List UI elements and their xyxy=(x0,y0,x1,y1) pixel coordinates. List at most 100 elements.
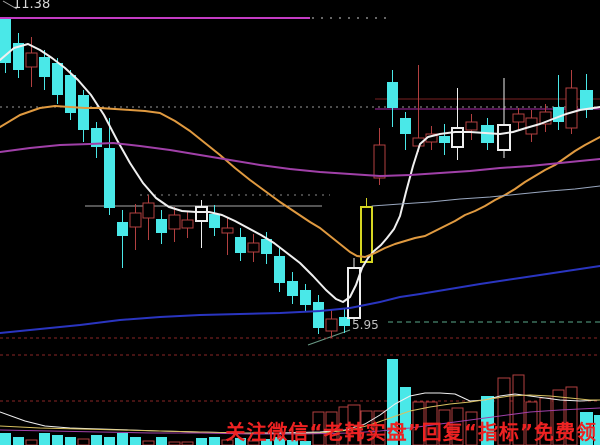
low-marker-pointer xyxy=(307,329,351,346)
candle-cyan[interactable] xyxy=(117,210,128,268)
candle-red[interactable] xyxy=(539,104,552,132)
candle-cyan[interactable] xyxy=(13,33,24,78)
volume-bar[interactable] xyxy=(77,438,90,445)
volume-bar[interactable] xyxy=(13,437,24,445)
volume-bar[interactable] xyxy=(247,440,260,445)
volume-bar[interactable] xyxy=(312,411,325,445)
volume-bar[interactable] xyxy=(287,440,298,445)
volume-bar[interactable] xyxy=(209,437,220,445)
candle-red[interactable] xyxy=(181,212,194,238)
volume-bar[interactable] xyxy=(142,440,155,445)
candle-white[interactable] xyxy=(451,88,464,160)
ma-orange xyxy=(0,105,600,258)
candle-body xyxy=(300,290,311,305)
candle-body xyxy=(313,302,324,328)
candle-cyan[interactable] xyxy=(387,70,398,127)
volume-bar[interactable] xyxy=(512,374,525,445)
candle-cyan[interactable] xyxy=(553,75,564,130)
volume-bar[interactable] xyxy=(130,437,141,445)
volume-bar[interactable] xyxy=(181,441,194,445)
candle-cyan[interactable] xyxy=(274,248,285,292)
candle-cyan[interactable] xyxy=(52,58,63,104)
candle-cyan[interactable] xyxy=(580,74,593,118)
candle-red[interactable] xyxy=(129,204,142,250)
candle-body xyxy=(142,202,155,219)
candle-body xyxy=(465,121,478,131)
volume-bar[interactable] xyxy=(300,441,311,445)
candle-body xyxy=(580,90,593,110)
candle-body xyxy=(565,87,578,129)
ma-grayblue xyxy=(371,185,600,207)
volume-bar[interactable] xyxy=(91,435,102,445)
candle-cyan[interactable] xyxy=(300,284,311,312)
volume-bars-layer xyxy=(0,359,600,445)
candle-cyan[interactable] xyxy=(439,124,450,155)
volume-bar[interactable] xyxy=(104,437,115,445)
candle-body xyxy=(373,144,386,179)
candle-cyan[interactable] xyxy=(235,228,246,261)
candle-white[interactable] xyxy=(497,78,511,158)
candle-red[interactable] xyxy=(221,217,234,255)
volume-bar[interactable] xyxy=(52,435,63,445)
candles-layer xyxy=(0,19,593,338)
candle-cyan[interactable] xyxy=(39,50,50,90)
volume-bar[interactable] xyxy=(360,410,373,445)
volume-bar[interactable] xyxy=(481,396,494,445)
volume-bar[interactable] xyxy=(25,439,38,445)
volume-bar[interactable] xyxy=(565,386,578,445)
volume-bar[interactable] xyxy=(196,438,207,445)
volume-bar[interactable] xyxy=(425,401,438,445)
volume-bar[interactable] xyxy=(274,437,285,445)
volume-bar[interactable] xyxy=(552,389,565,445)
price-label-high: 11.38 xyxy=(13,0,50,12)
volume-bar[interactable] xyxy=(387,359,398,445)
candle-white[interactable] xyxy=(195,200,208,248)
volume-bar[interactable] xyxy=(168,441,181,445)
candle-cyan[interactable] xyxy=(104,118,115,215)
volume-bar[interactable] xyxy=(261,439,272,445)
volume-bar[interactable] xyxy=(373,410,386,445)
volume-bar[interactable] xyxy=(0,433,11,445)
volume-bar[interactable] xyxy=(235,438,246,445)
volume-bar[interactable] xyxy=(221,439,234,445)
volume-bar[interactable] xyxy=(325,411,338,445)
candle-red[interactable] xyxy=(325,310,338,338)
candle-cyan[interactable] xyxy=(78,90,89,142)
candle-red[interactable] xyxy=(168,207,181,242)
candle-body xyxy=(274,256,285,283)
candle-body xyxy=(25,52,38,68)
candle-cyan[interactable] xyxy=(0,19,11,73)
candle-cyan[interactable] xyxy=(313,295,324,334)
candle-yellow[interactable] xyxy=(360,198,373,263)
high-label-pointer xyxy=(2,0,18,10)
volume-bar[interactable] xyxy=(39,433,50,445)
candle-cyan[interactable] xyxy=(209,205,220,236)
candle-body xyxy=(195,206,208,222)
candle-red[interactable] xyxy=(142,195,155,240)
candle-body xyxy=(117,222,128,236)
candle-red[interactable] xyxy=(465,114,478,140)
volume-bar[interactable] xyxy=(412,401,425,445)
volume-bar[interactable] xyxy=(156,437,167,445)
candle-cyan[interactable] xyxy=(400,112,411,150)
volume-bar[interactable] xyxy=(400,387,411,445)
candle-cyan[interactable] xyxy=(91,122,102,158)
volume-bar[interactable] xyxy=(65,437,76,445)
volume-bar[interactable] xyxy=(525,401,538,445)
candle-cyan[interactable] xyxy=(287,272,298,304)
candle-body xyxy=(65,75,76,113)
candle-cyan[interactable] xyxy=(339,309,350,333)
volume-bar[interactable] xyxy=(117,433,128,445)
candle-red[interactable] xyxy=(247,234,260,262)
volume-bar[interactable] xyxy=(438,409,451,445)
volume-bar[interactable] xyxy=(465,411,478,445)
volume-bar[interactable] xyxy=(451,407,464,445)
candle-body xyxy=(209,214,220,228)
candle-red[interactable] xyxy=(565,70,578,134)
volume-bar[interactable] xyxy=(594,415,600,445)
candle-cyan[interactable] xyxy=(156,210,167,244)
volume-bar[interactable] xyxy=(580,412,593,445)
candle-cyan[interactable] xyxy=(65,70,76,120)
candle-red[interactable] xyxy=(512,108,525,130)
